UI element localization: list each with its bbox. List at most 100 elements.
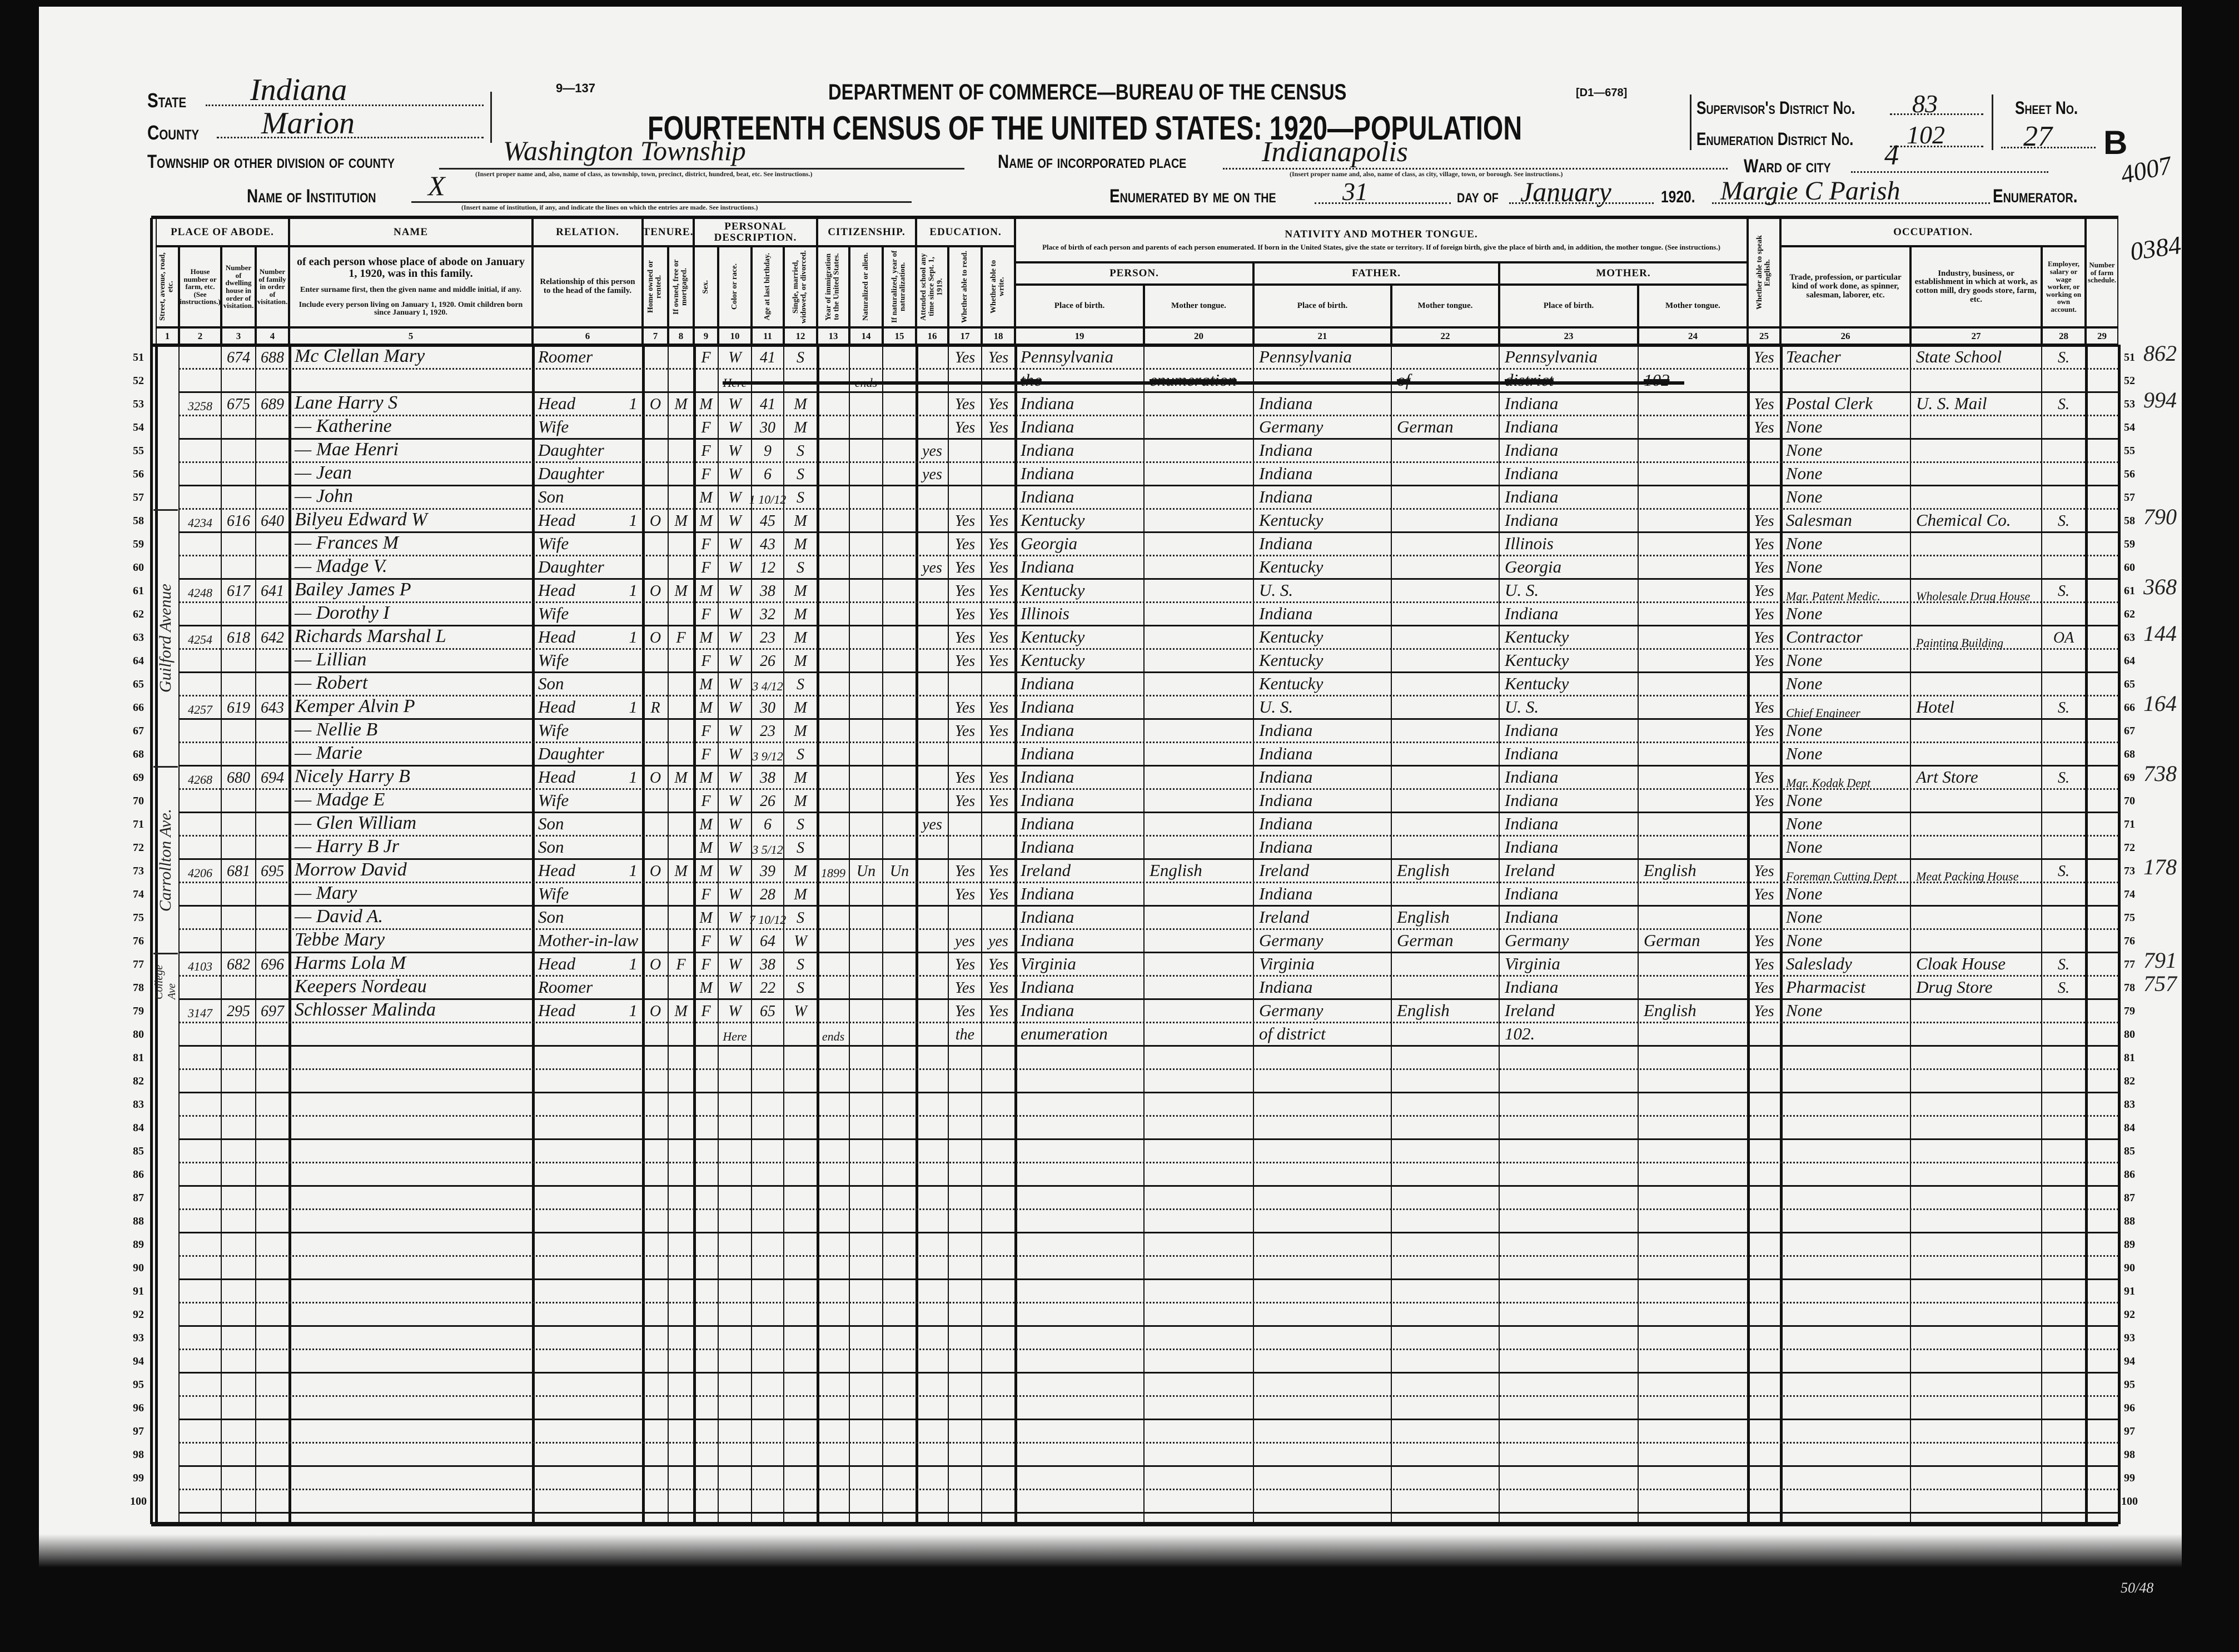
line-number-left: 58: [133, 515, 144, 527]
cell-race: W: [728, 629, 742, 646]
row-rule: [179, 1045, 2118, 1047]
nativity-title: NATIVITY AND MOTHER TONGUE.: [1285, 228, 1478, 241]
cell-industry: Art Store: [1916, 767, 1978, 787]
line-number-right: 88: [2124, 1215, 2135, 1227]
line-number-right: 55: [2124, 445, 2135, 457]
cell-house: 4234: [188, 516, 212, 530]
cell-mpob: Kentucky: [1505, 627, 1569, 646]
line-number-left: 71: [133, 818, 144, 830]
cell-mpob: Indiana: [1505, 837, 1559, 857]
cell-sex: M: [699, 769, 713, 787]
cell-sex: M: [699, 839, 713, 857]
cell-dwelling: 682: [227, 956, 250, 973]
column-number: 17: [948, 327, 982, 345]
line-number-right: 75: [2124, 912, 2135, 924]
line-number-right: 85: [2124, 1145, 2135, 1157]
cell-family: 688: [261, 349, 284, 366]
cell-trade: Foreman Cutting Dept: [1786, 869, 1897, 883]
cell-house: 4268: [188, 773, 212, 787]
cell-race: W: [728, 816, 742, 833]
cell-marital: M: [794, 512, 807, 530]
cell-trade: Chief Engineer: [1786, 706, 1860, 719]
line-number-right: 78: [2124, 982, 2135, 994]
column-header-text: Trade, profession, or particular kind of…: [1789, 273, 1902, 300]
cell-write: Yes: [988, 629, 1009, 646]
cell-sex: F: [701, 419, 711, 436]
cell-family: 643: [261, 699, 284, 716]
line-number-right: 66: [2124, 701, 2135, 714]
margin-tally: 368: [2143, 574, 2177, 599]
column-divider: [1499, 345, 1500, 1524]
column-divider: [1747, 345, 1750, 1524]
cell-english: Yes: [1754, 793, 1774, 810]
county-value: Marion: [261, 106, 355, 141]
institution-label: Name of Institution: [247, 186, 376, 207]
line-number-right: 96: [2124, 1402, 2135, 1414]
cell-age: 38: [760, 769, 775, 787]
place-of-birth-header: Place of birth.: [1499, 285, 1638, 327]
cell-write: Yes: [988, 979, 1009, 997]
column-number: 4: [256, 327, 289, 345]
column-header: Whether able to speak English.: [1748, 218, 1780, 327]
column-number: 2: [179, 327, 221, 345]
cell-family: 641: [261, 583, 284, 600]
cell-fpob: Indiana: [1259, 464, 1313, 483]
line-number-right: 72: [2124, 842, 2135, 854]
cell-fpob: Kentucky: [1259, 510, 1324, 530]
cell-fpob: Indiana: [1259, 744, 1313, 763]
row-rule: [179, 1465, 2118, 1467]
cell-industry: Cloak House: [1916, 954, 2006, 973]
cell-industry: Drug Store: [1916, 977, 1993, 997]
cell-trade: None: [1786, 557, 1823, 576]
cell-mmt: English: [1644, 1001, 1696, 1020]
cell-age: 6: [764, 816, 772, 833]
cell-race: W: [728, 442, 742, 460]
cell-house: 3147: [188, 1006, 212, 1020]
cell-trade: None: [1786, 720, 1823, 740]
line-number-left: 79: [133, 1005, 144, 1017]
line-number-left: 93: [133, 1332, 144, 1344]
column-header-text: Attended school any time since Sept. 1, …: [919, 253, 944, 321]
cell-english: Yes: [1754, 863, 1774, 880]
cell-tenure: R: [650, 699, 660, 716]
cell-marital: M: [794, 396, 807, 413]
cell-mpob: Indiana: [1505, 790, 1559, 810]
cell-name: Harms Lola M: [295, 953, 406, 973]
cell-sex: F: [701, 606, 711, 623]
place-label: Name of incorporated place: [998, 151, 1187, 172]
column-number: 28: [2042, 327, 2086, 345]
line-number-right: 54: [2124, 421, 2135, 434]
cell-race: W: [728, 956, 742, 973]
cell-write: Yes: [988, 863, 1009, 880]
cell-trade: None: [1786, 534, 1823, 553]
row-rule: [179, 438, 2118, 440]
cell-pob: Indiana: [1021, 394, 1074, 413]
cell-name: — Mary: [295, 883, 357, 903]
margin-tally: 757: [2143, 971, 2177, 996]
cell-fpob: Kentucky: [1259, 627, 1324, 646]
column-header-text: If owned, free or mortgaged.: [672, 259, 689, 315]
cell-name: — David A.: [295, 906, 383, 927]
cell-fpob: of district: [1259, 1024, 1326, 1043]
cell-immig: 1899: [821, 866, 845, 880]
cell-relation: Son: [538, 837, 564, 857]
line-number-left: 97: [133, 1425, 144, 1437]
column-number: 5: [289, 327, 533, 345]
cell-class: S.: [2058, 512, 2069, 530]
cell-sex: F: [701, 559, 711, 576]
column-divider: [981, 345, 982, 1524]
cell-marital: S: [797, 816, 804, 833]
cell-mpob: Ireland: [1505, 860, 1555, 880]
cell-trade: Mgr. Kodak Dept: [1786, 776, 1871, 789]
cell-age: 1 10/12: [749, 492, 787, 506]
cell-sex: M: [699, 396, 713, 413]
column-divider: [1910, 345, 1911, 1524]
cell-pob: Kentucky: [1021, 650, 1085, 670]
line-number-left: 88: [133, 1215, 144, 1227]
township-label: Township or other division of county: [147, 151, 395, 172]
cell-dwelling: 681: [227, 863, 250, 880]
cell-family: 697: [261, 1003, 284, 1020]
enumeration-month: January: [1520, 176, 1611, 207]
cell-family: 695: [261, 863, 284, 880]
scan-shadow: [39, 1534, 2182, 1568]
